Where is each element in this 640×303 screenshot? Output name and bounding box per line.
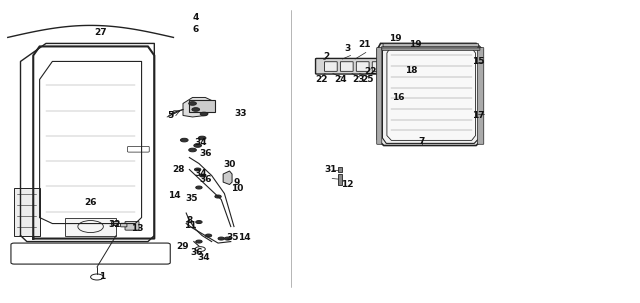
Circle shape xyxy=(218,237,225,240)
Text: 25: 25 xyxy=(362,75,374,84)
Polygon shape xyxy=(14,188,40,235)
Circle shape xyxy=(196,240,202,243)
Text: 31: 31 xyxy=(324,165,337,174)
Circle shape xyxy=(180,138,188,142)
Text: 32: 32 xyxy=(109,220,121,229)
Text: 22: 22 xyxy=(365,68,377,76)
Circle shape xyxy=(192,108,200,111)
Circle shape xyxy=(194,144,202,147)
Circle shape xyxy=(215,195,221,198)
Circle shape xyxy=(196,186,202,189)
Text: 16: 16 xyxy=(392,93,404,102)
Polygon shape xyxy=(339,174,342,185)
Text: 5: 5 xyxy=(167,111,173,120)
Circle shape xyxy=(198,136,206,140)
Text: 11: 11 xyxy=(184,221,196,231)
Text: 3: 3 xyxy=(344,44,351,53)
Text: 34: 34 xyxy=(194,138,207,147)
Polygon shape xyxy=(378,43,483,145)
Text: 19: 19 xyxy=(389,34,401,42)
Polygon shape xyxy=(383,45,479,143)
FancyBboxPatch shape xyxy=(477,48,484,144)
Text: 1: 1 xyxy=(99,272,105,281)
Text: 2: 2 xyxy=(323,52,330,61)
Circle shape xyxy=(189,148,196,152)
Polygon shape xyxy=(189,101,215,112)
Text: 35: 35 xyxy=(227,233,239,241)
Text: 33: 33 xyxy=(234,108,246,118)
Text: 17: 17 xyxy=(472,111,484,120)
Text: 30: 30 xyxy=(223,160,236,168)
Text: 18: 18 xyxy=(406,66,418,75)
Text: 13: 13 xyxy=(131,224,143,233)
Circle shape xyxy=(189,102,196,105)
FancyBboxPatch shape xyxy=(340,62,353,71)
Text: 22: 22 xyxy=(315,75,328,84)
FancyBboxPatch shape xyxy=(120,223,127,227)
FancyBboxPatch shape xyxy=(383,44,479,47)
Text: 23: 23 xyxy=(352,75,365,84)
Text: 14: 14 xyxy=(239,233,251,241)
Text: 35: 35 xyxy=(185,194,198,202)
Polygon shape xyxy=(65,218,116,235)
Text: 15: 15 xyxy=(472,57,484,66)
Circle shape xyxy=(205,234,212,237)
Text: 14: 14 xyxy=(168,191,181,200)
FancyBboxPatch shape xyxy=(125,221,139,230)
Text: 34: 34 xyxy=(194,168,207,178)
Polygon shape xyxy=(183,98,212,117)
FancyBboxPatch shape xyxy=(356,62,369,71)
FancyBboxPatch shape xyxy=(316,58,388,74)
FancyBboxPatch shape xyxy=(372,62,385,71)
Text: 4: 4 xyxy=(193,13,199,22)
Text: 36: 36 xyxy=(199,175,212,184)
Text: 12: 12 xyxy=(341,180,354,189)
Text: 10: 10 xyxy=(231,184,243,193)
Text: 7: 7 xyxy=(419,137,425,146)
Text: 34: 34 xyxy=(198,253,211,262)
Polygon shape xyxy=(338,167,342,172)
Polygon shape xyxy=(387,48,476,140)
Text: 27: 27 xyxy=(94,28,106,37)
Text: 28: 28 xyxy=(172,165,185,174)
Polygon shape xyxy=(111,221,118,225)
Circle shape xyxy=(225,237,231,240)
Text: 26: 26 xyxy=(84,198,97,207)
Circle shape xyxy=(200,112,208,116)
Text: 9: 9 xyxy=(234,178,241,187)
Polygon shape xyxy=(223,171,232,185)
FancyBboxPatch shape xyxy=(324,62,337,71)
Text: 21: 21 xyxy=(358,40,371,49)
Text: 19: 19 xyxy=(409,40,422,49)
Circle shape xyxy=(200,174,206,177)
Text: 6: 6 xyxy=(193,25,199,35)
FancyBboxPatch shape xyxy=(382,46,480,50)
Text: 36: 36 xyxy=(199,148,212,158)
Circle shape xyxy=(196,221,202,224)
Text: 8: 8 xyxy=(187,216,193,225)
Text: 29: 29 xyxy=(177,242,189,251)
FancyBboxPatch shape xyxy=(382,48,480,50)
FancyBboxPatch shape xyxy=(377,48,382,144)
Text: 24: 24 xyxy=(334,75,347,84)
Text: 36: 36 xyxy=(190,248,203,257)
Circle shape xyxy=(195,168,201,171)
